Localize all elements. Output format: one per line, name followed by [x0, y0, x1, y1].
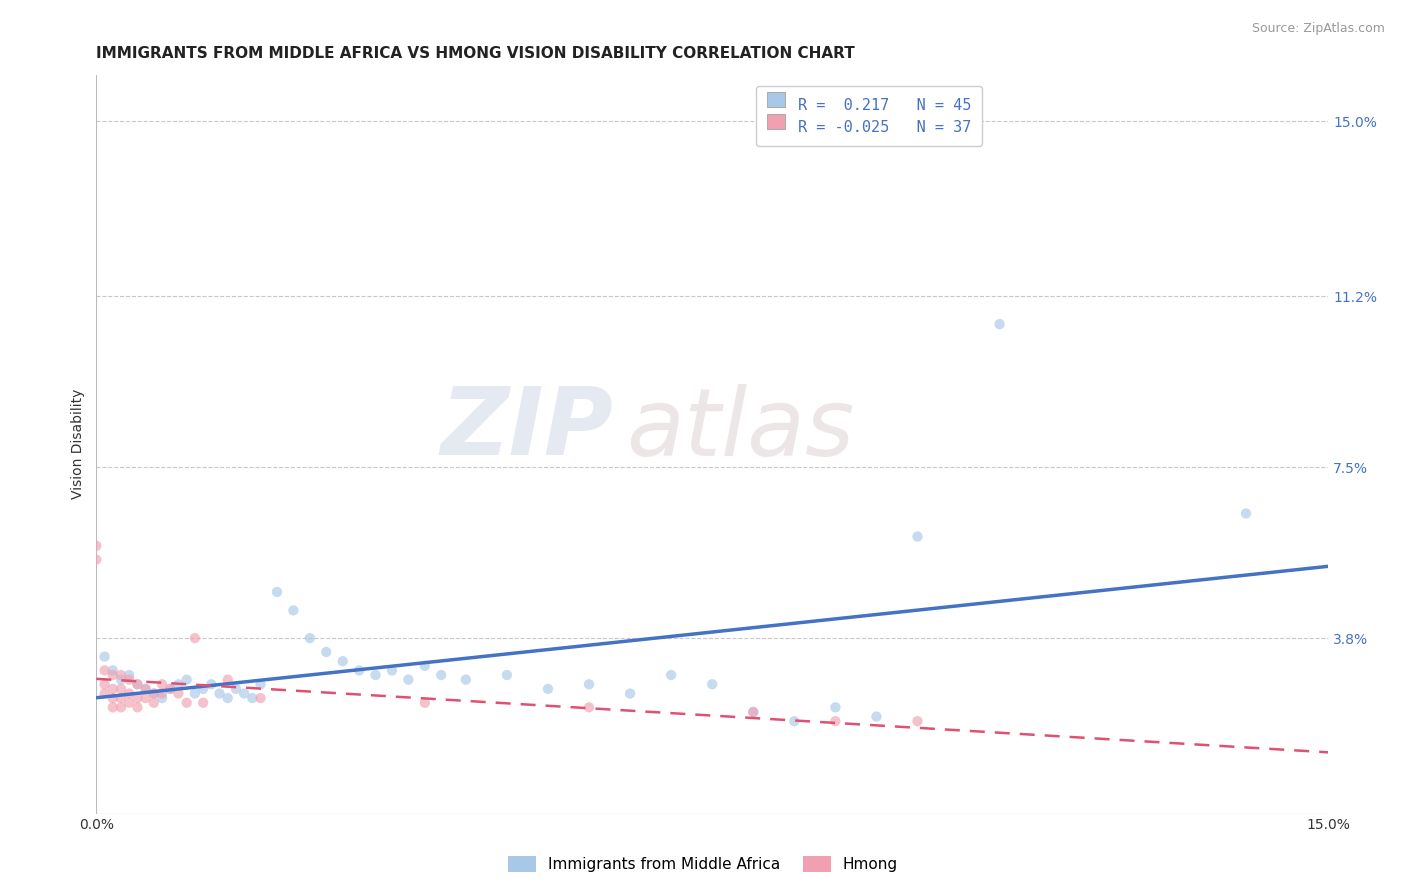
- Point: [135, 681, 157, 696]
- Point: [142, 696, 165, 710]
- Point: [225, 681, 247, 696]
- Point: [364, 668, 387, 682]
- Point: [783, 714, 806, 729]
- Y-axis label: Vision Disability: Vision Disability: [72, 389, 86, 500]
- Point: [217, 691, 239, 706]
- Legend: Immigrants from Middle Africa, Hmong: Immigrants from Middle Africa, Hmong: [501, 848, 905, 880]
- Point: [413, 658, 436, 673]
- Point: [233, 686, 256, 700]
- Point: [135, 691, 157, 706]
- Point: [578, 700, 600, 714]
- Point: [496, 668, 519, 682]
- Point: [101, 700, 124, 714]
- Point: [381, 664, 404, 678]
- Point: [266, 585, 288, 599]
- Point: [824, 700, 846, 714]
- Point: [184, 631, 207, 645]
- Point: [93, 686, 115, 700]
- Point: [578, 677, 600, 691]
- Point: [150, 686, 173, 700]
- Point: [142, 686, 165, 700]
- Point: [347, 664, 370, 678]
- Point: [101, 681, 124, 696]
- Point: [176, 673, 198, 687]
- Point: [200, 677, 222, 691]
- Point: [907, 530, 929, 544]
- Point: [86, 539, 108, 553]
- Point: [159, 681, 181, 696]
- Point: [217, 673, 239, 687]
- Point: [702, 677, 724, 691]
- Point: [742, 705, 765, 719]
- Point: [1234, 507, 1257, 521]
- Point: [110, 691, 132, 706]
- Point: [110, 681, 132, 696]
- Point: [135, 681, 157, 696]
- Point: [118, 686, 141, 700]
- Point: [176, 696, 198, 710]
- Legend: R =  0.217   N = 45, R = -0.025   N = 37: R = 0.217 N = 45, R = -0.025 N = 37: [756, 87, 981, 145]
- Point: [110, 673, 132, 687]
- Point: [413, 696, 436, 710]
- Point: [619, 686, 641, 700]
- Point: [208, 686, 231, 700]
- Point: [118, 673, 141, 687]
- Point: [150, 677, 173, 691]
- Point: [118, 696, 141, 710]
- Point: [167, 677, 190, 691]
- Point: [454, 673, 477, 687]
- Point: [101, 664, 124, 678]
- Point: [142, 686, 165, 700]
- Point: [101, 691, 124, 706]
- Point: [93, 677, 115, 691]
- Point: [907, 714, 929, 729]
- Point: [742, 705, 765, 719]
- Point: [93, 664, 115, 678]
- Point: [865, 709, 887, 723]
- Text: atlas: atlas: [626, 384, 855, 475]
- Point: [127, 691, 149, 706]
- Text: IMMIGRANTS FROM MIDDLE AFRICA VS HMONG VISION DISABILITY CORRELATION CHART: IMMIGRANTS FROM MIDDLE AFRICA VS HMONG V…: [97, 46, 855, 62]
- Point: [127, 677, 149, 691]
- Point: [93, 649, 115, 664]
- Text: Source: ZipAtlas.com: Source: ZipAtlas.com: [1251, 22, 1385, 36]
- Point: [127, 700, 149, 714]
- Point: [824, 714, 846, 729]
- Point: [659, 668, 682, 682]
- Point: [167, 686, 190, 700]
- Point: [430, 668, 453, 682]
- Point: [988, 317, 1011, 331]
- Point: [110, 700, 132, 714]
- Point: [240, 691, 263, 706]
- Point: [249, 691, 271, 706]
- Point: [118, 668, 141, 682]
- Point: [249, 677, 271, 691]
- Point: [86, 552, 108, 566]
- Point: [191, 681, 214, 696]
- Point: [159, 681, 181, 696]
- Point: [150, 691, 173, 706]
- Point: [537, 681, 560, 696]
- Point: [191, 696, 214, 710]
- Text: ZIP: ZIP: [441, 384, 613, 475]
- Point: [332, 654, 354, 668]
- Point: [110, 668, 132, 682]
- Point: [298, 631, 321, 645]
- Point: [184, 686, 207, 700]
- Point: [315, 645, 337, 659]
- Point: [396, 673, 419, 687]
- Point: [283, 603, 305, 617]
- Point: [101, 668, 124, 682]
- Point: [127, 677, 149, 691]
